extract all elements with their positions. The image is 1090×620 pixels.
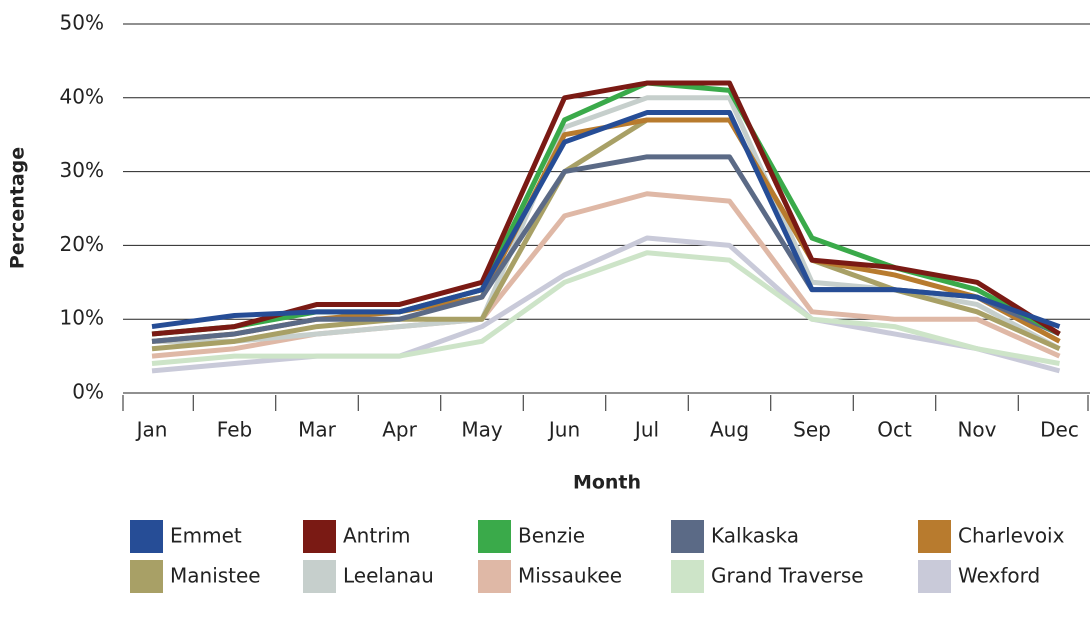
legend-swatch bbox=[303, 560, 336, 593]
series-line bbox=[151, 235, 1061, 374]
y-tick-label: 50% bbox=[60, 11, 104, 35]
legend-swatch bbox=[130, 520, 163, 553]
x-tick-label: Jun bbox=[547, 418, 580, 442]
y-tick-label: 30% bbox=[60, 158, 104, 182]
x-tick-label: Apr bbox=[382, 418, 417, 442]
legend-label: Charlevoix bbox=[958, 524, 1065, 548]
legend-label: Missaukee bbox=[518, 564, 622, 588]
x-tick-label: Aug bbox=[710, 418, 749, 442]
legend-label: Kalkaska bbox=[711, 524, 799, 548]
legend-swatch bbox=[671, 560, 704, 593]
legend-label: Wexford bbox=[958, 564, 1040, 588]
x-tick-label: May bbox=[461, 418, 503, 442]
y-tick-label: 40% bbox=[60, 84, 104, 108]
x-axis-title: Month bbox=[573, 472, 641, 494]
legend-swatch bbox=[918, 560, 951, 593]
y-axis-title: Percentage bbox=[7, 147, 29, 269]
series-line bbox=[151, 110, 1061, 330]
x-tick-label: Jan bbox=[135, 418, 168, 442]
legend-label: Manistee bbox=[170, 564, 261, 588]
series-line bbox=[151, 117, 1061, 344]
legend-swatch bbox=[130, 560, 163, 593]
legend-swatch bbox=[918, 520, 951, 553]
x-tick-label: Nov bbox=[957, 418, 996, 442]
legend-label: Emmet bbox=[170, 524, 242, 548]
x-tick-label: Dec bbox=[1040, 418, 1079, 442]
series-line bbox=[151, 250, 1060, 366]
series-line bbox=[151, 80, 1061, 337]
x-tick-label: Oct bbox=[877, 418, 912, 442]
legend-swatch bbox=[303, 520, 336, 553]
y-tick-label: 20% bbox=[60, 232, 104, 256]
x-tick-label: Mar bbox=[298, 418, 337, 442]
legend-swatch bbox=[671, 520, 704, 553]
legend-label: Antrim bbox=[343, 524, 410, 548]
legend-label: Leelanau bbox=[343, 564, 434, 588]
legend-label: Grand Traverse bbox=[711, 564, 864, 588]
legend-label: Benzie bbox=[518, 524, 585, 548]
legend-swatch bbox=[478, 520, 511, 553]
legend-swatch bbox=[478, 560, 511, 593]
x-tick-label: Jul bbox=[633, 418, 659, 442]
y-tick-label: 10% bbox=[60, 306, 104, 330]
x-tick-label: Feb bbox=[217, 418, 252, 442]
y-tick-label: 0% bbox=[72, 380, 104, 404]
x-tick-label: Sep bbox=[793, 418, 831, 442]
